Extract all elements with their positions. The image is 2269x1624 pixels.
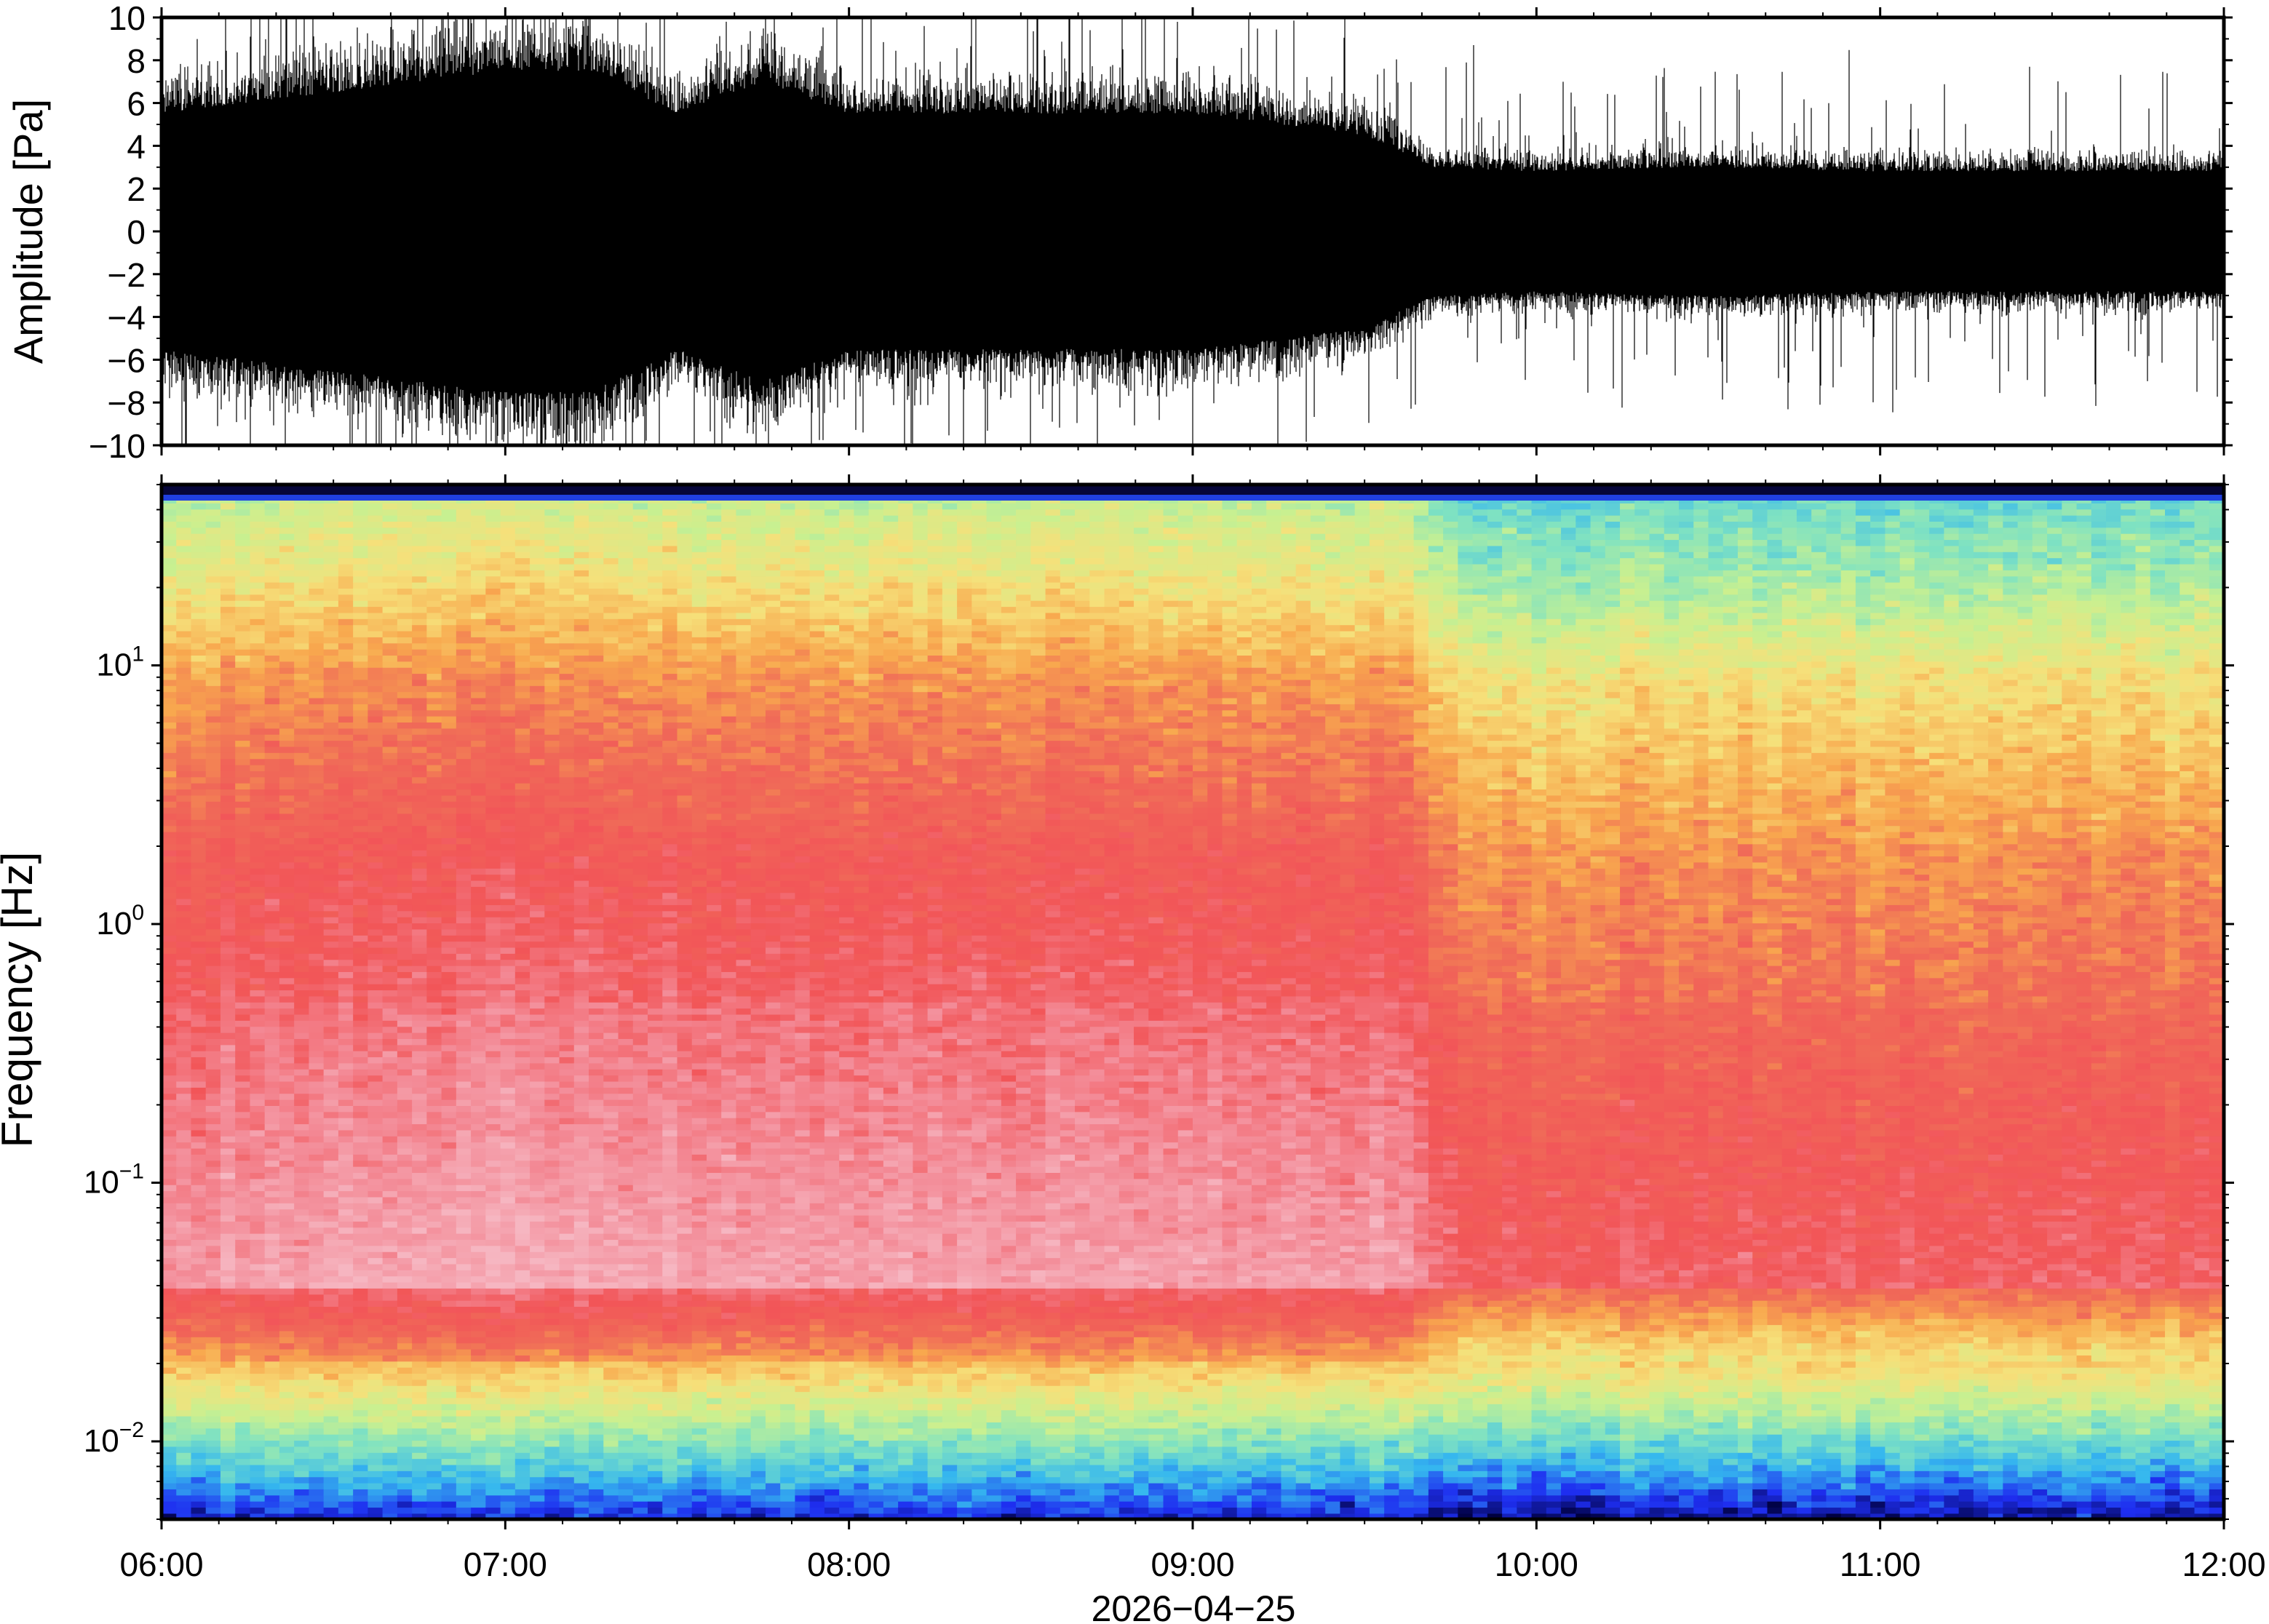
spectrogram-ytick-label: 101 bbox=[96, 642, 144, 682]
spectrogram-ytick-label: 10−2 bbox=[84, 1418, 144, 1459]
waveform-ytick-label: 2 bbox=[127, 170, 146, 208]
time-tick-label: 10:00 bbox=[1495, 1545, 1578, 1583]
waveform-ylabel: Amplitude [Pa] bbox=[5, 99, 51, 364]
waveform-trace bbox=[162, 17, 2224, 445]
spectrogram-image bbox=[162, 485, 2224, 1519]
spectrogram-ytick-label: 10−1 bbox=[84, 1159, 144, 1200]
waveform-ytick-label: −2 bbox=[108, 256, 146, 294]
time-tick-label: 11:00 bbox=[1840, 1545, 1921, 1583]
date-label: 2026−04−25 bbox=[1092, 1588, 1296, 1624]
spectrogram-ytick-labels: 101 100 10−1 10−2 bbox=[84, 642, 144, 1459]
waveform-ticks bbox=[153, 7, 2233, 455]
spectrogram-panel: 101 100 10−1 10−2 06:00 07:00 08:00 09:00 10:00… bbox=[0, 474, 2266, 1624]
waveform-ytick-label: −10 bbox=[89, 427, 146, 465]
waveform-ytick-label: 10 bbox=[108, 0, 146, 37]
time-tick-labels: 06:00 07:00 08:00 09:00 10:00 11:00 12:00 bbox=[119, 1545, 2265, 1583]
time-tick-label: 07:00 bbox=[464, 1545, 547, 1583]
spectrogram-ylabel: Frequency [Hz] bbox=[0, 852, 41, 1148]
waveform-panel: 10 8 6 4 2 0 −2 −4 −6 −8 −10 Amplitude [Pa] bbox=[5, 0, 2233, 465]
time-tick-label: 06:00 bbox=[119, 1545, 203, 1583]
waveform-ytick-label: 6 bbox=[127, 85, 146, 123]
waveform-ytick-label: −4 bbox=[108, 299, 146, 337]
waveform-ytick-labels: 10 8 6 4 2 0 −2 −4 −6 −8 −10 bbox=[89, 0, 146, 465]
waveform-ytick-label: −6 bbox=[108, 341, 146, 379]
time-tick-label: 09:00 bbox=[1151, 1545, 1234, 1583]
waveform-ytick-label: 4 bbox=[127, 127, 146, 165]
spectrogram-ytick-label: 100 bbox=[96, 901, 144, 942]
waveform-ytick-label: 0 bbox=[127, 213, 146, 251]
spectrogram-ticks bbox=[151, 474, 2234, 1529]
time-tick-label: 08:00 bbox=[807, 1545, 891, 1583]
time-tick-label: 12:00 bbox=[2182, 1545, 2265, 1583]
waveform-ytick-label: −8 bbox=[108, 384, 146, 422]
waveform-ytick-label: 8 bbox=[127, 42, 146, 80]
